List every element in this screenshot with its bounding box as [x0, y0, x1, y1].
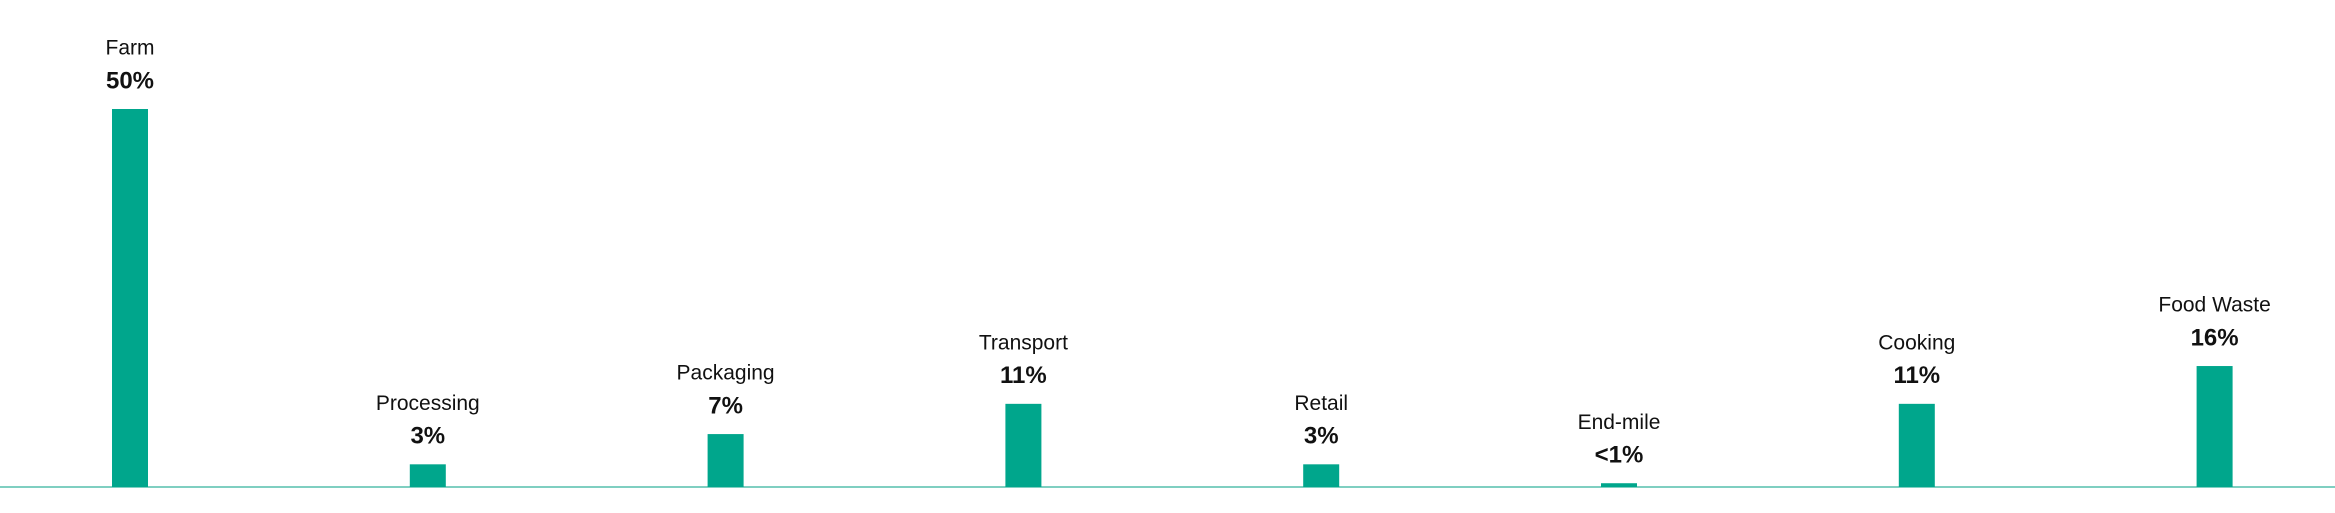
category-label: Farm [106, 37, 155, 60]
value-label: 3% [1304, 423, 1339, 450]
category-label: Packaging [677, 362, 775, 385]
category-label: Transport [979, 331, 1068, 354]
bar [1303, 464, 1340, 487]
bar [707, 434, 744, 487]
bar [1005, 403, 1042, 487]
value-label: 11% [1893, 362, 1940, 389]
bar [1601, 483, 1637, 487]
value-label: <1% [1595, 442, 1644, 469]
bar [409, 464, 446, 487]
value-label: 16% [2191, 324, 2239, 351]
category-label: Processing [376, 392, 480, 415]
value-label: 11% [1000, 362, 1047, 389]
bar [112, 109, 148, 487]
value-label: 3% [410, 423, 445, 450]
bar [1898, 403, 1935, 487]
category-label: Cooking [1878, 331, 1955, 354]
category-label: Retail [1294, 392, 1348, 415]
value-label: 7% [708, 392, 743, 419]
value-label: 50% [106, 67, 154, 94]
bar [2196, 366, 2233, 487]
category-label: Food Waste [2158, 294, 2270, 317]
category-label: End-mile [1578, 411, 1661, 434]
